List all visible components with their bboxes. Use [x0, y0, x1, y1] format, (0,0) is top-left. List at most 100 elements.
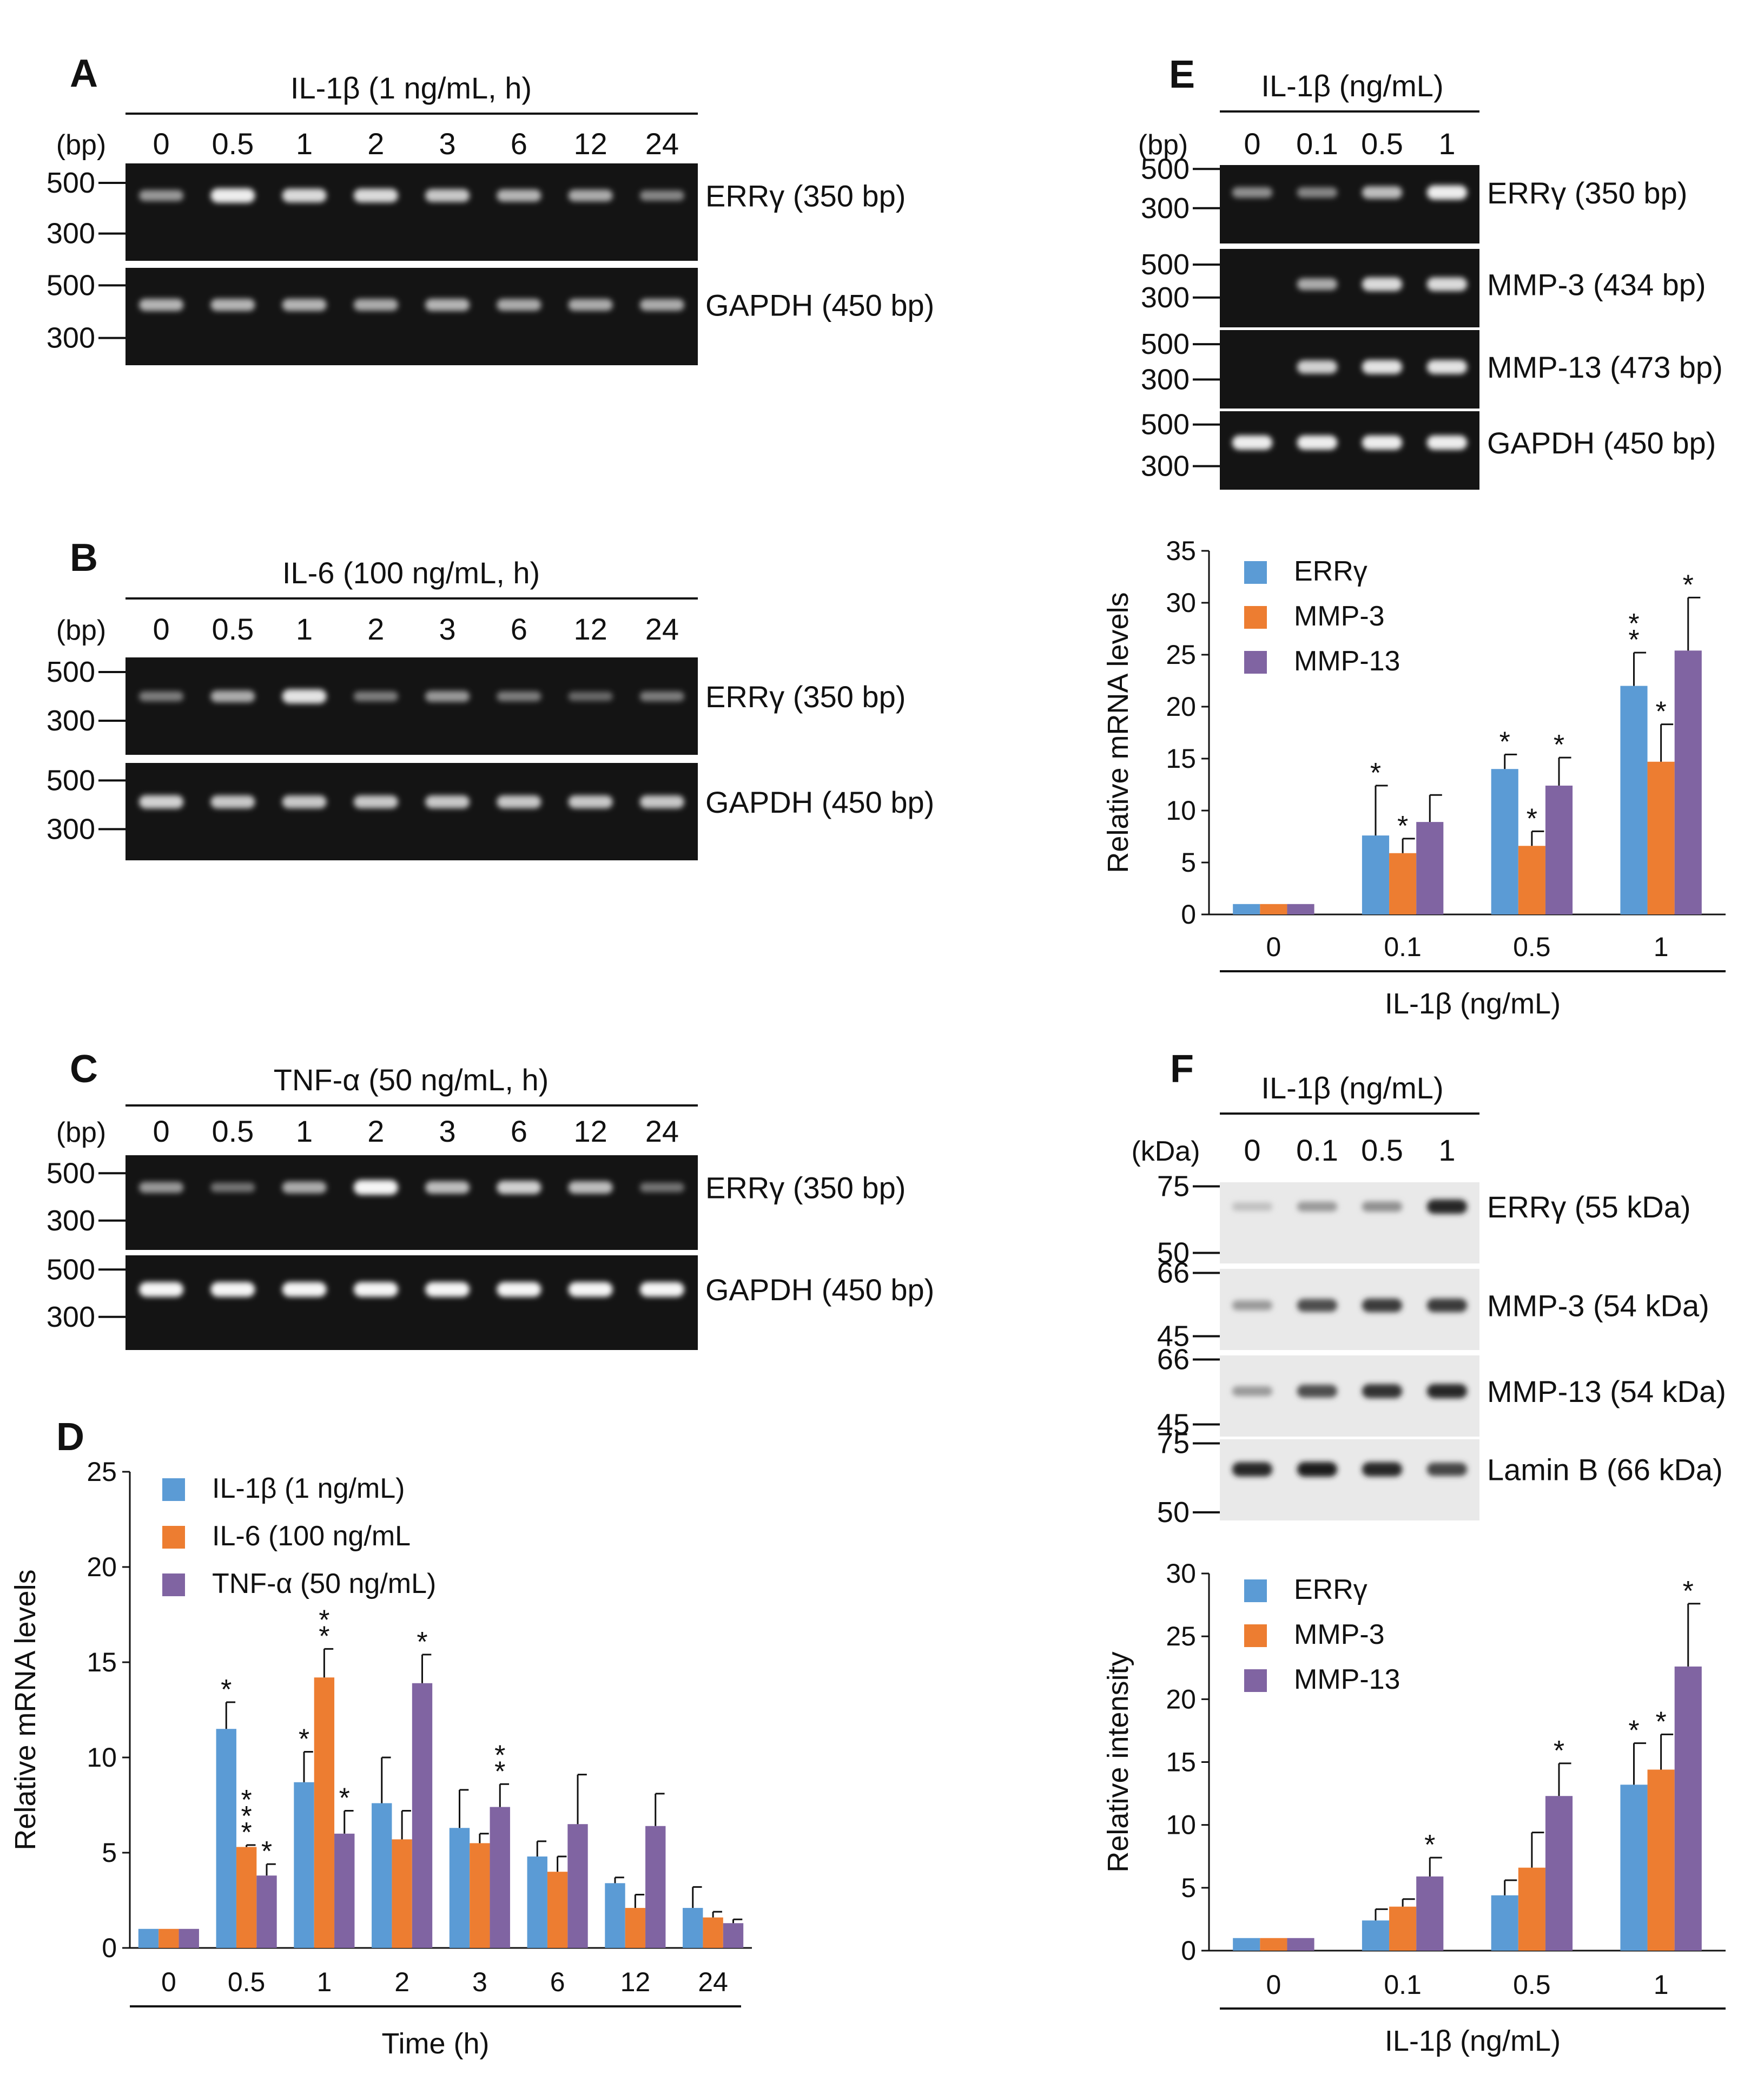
significance-star: * [241, 1785, 252, 1816]
marker-label: 45 [1157, 1408, 1190, 1441]
band [497, 299, 541, 311]
marker-label: 66 [1157, 1257, 1190, 1289]
y-tick-label: 10 [1166, 1810, 1196, 1840]
lane-label: 3 [439, 127, 456, 161]
legend-swatch [162, 1526, 185, 1549]
lane-label: 0.1 [1296, 127, 1338, 161]
band [353, 188, 398, 202]
lane-label: 12 [573, 1114, 607, 1148]
lane-label: 12 [573, 127, 607, 161]
legend-label: MMP-3 [1294, 1619, 1385, 1650]
band [1362, 1462, 1403, 1477]
y-tick-label: 30 [1166, 1558, 1196, 1589]
band-label: MMP-13 (54 kDa) [1487, 1374, 1726, 1408]
lane-label: 2 [367, 127, 384, 161]
band-label: ERRγ (55 kDa) [1487, 1190, 1691, 1224]
bar [1674, 650, 1702, 914]
band-label: MMP-3 (54 kDa) [1487, 1289, 1709, 1323]
legend-swatch [1244, 1579, 1267, 1602]
band [568, 189, 613, 202]
band [353, 691, 398, 702]
legend-label: ERRγ [1294, 556, 1367, 587]
panel-b: B IL-6 (100 ng/mL, h)(bp) 0 0.5 1 2 3 6 12 24ERRγ… [47, 536, 934, 860]
y-tick-label: 5 [102, 1838, 117, 1868]
band [639, 1182, 684, 1193]
band [568, 795, 613, 808]
y-tick-label: 20 [87, 1552, 117, 1582]
size-unit: (bp) [56, 129, 106, 161]
gel-background [1220, 165, 1479, 243]
lane-label: 1 [296, 1114, 313, 1148]
band [1232, 435, 1273, 450]
marker-label: 300 [47, 218, 95, 250]
y-tick-label: 15 [1166, 1747, 1196, 1777]
marker-label: 500 [47, 167, 95, 199]
bar-chart-f: 0 5 10 15 20 25 30 Relative intensity 0 0.1 0.5 1 IL… [1102, 1558, 1726, 2057]
band [425, 795, 470, 808]
band [568, 1282, 613, 1297]
band [1232, 1300, 1273, 1311]
band-label: ERRγ (350 bp) [705, 1171, 906, 1205]
legend-label: IL-1β (1 ng/mL) [212, 1473, 405, 1504]
legend-swatch [1244, 1669, 1267, 1692]
legend-swatch [1244, 1624, 1267, 1647]
y-tick-label: 0 [102, 1933, 117, 1963]
bar [490, 1807, 510, 1948]
legend-label: TNF-α (50 ng/mL) [212, 1568, 436, 1599]
bar [236, 1847, 257, 1948]
bar [314, 1677, 335, 1948]
band [1426, 435, 1468, 450]
x-tick-label: 24 [698, 1967, 728, 1997]
bar [1233, 904, 1260, 914]
y-tick-label: 30 [1166, 588, 1196, 618]
band [282, 1282, 327, 1297]
x-tick-label: 1 [1654, 1970, 1669, 2000]
y-tick-label: 20 [1166, 1684, 1196, 1714]
gel-background [125, 657, 698, 755]
marker-label: 300 [1141, 281, 1190, 314]
band [1232, 187, 1273, 198]
marker-label: 75 [1157, 1170, 1190, 1203]
significance-star: * [1554, 729, 1564, 761]
bar [1491, 1895, 1518, 1951]
band [353, 795, 398, 808]
bar [1491, 769, 1518, 914]
y-tick-label: 10 [1166, 795, 1196, 826]
bar [605, 1883, 625, 1948]
legend-label: ERRγ [1294, 1574, 1367, 1605]
band [1362, 435, 1403, 450]
bar [334, 1833, 355, 1948]
significance-star: * [1683, 1576, 1694, 1607]
significance-star: * [494, 1740, 505, 1771]
bar [567, 1824, 588, 1948]
band [139, 1282, 184, 1297]
significance-star: * [339, 1783, 350, 1814]
bar [1620, 686, 1648, 914]
x-tick-label: 1 [316, 1967, 332, 1997]
panel-header: TNF-α (50 ng/mL, h) [274, 1063, 549, 1097]
marker-label: 50 [1157, 1496, 1190, 1529]
y-tick-label: 25 [1166, 1621, 1196, 1651]
lane-label: 6 [511, 127, 527, 161]
band [210, 188, 255, 203]
band [425, 1282, 470, 1297]
significance-star: * [1628, 1715, 1639, 1747]
bar [412, 1683, 433, 1948]
bar [547, 1872, 568, 1948]
band [282, 689, 327, 703]
lane-label: 3 [439, 1114, 456, 1148]
band [210, 1182, 255, 1193]
x-tick-label: 0 [1266, 1970, 1281, 2000]
x-tick-label: 1 [1654, 932, 1669, 962]
y-tick-label: 20 [1166, 692, 1196, 722]
bar [449, 1828, 470, 1948]
x-axis-title: IL-1β (ng/mL) [1385, 2025, 1561, 2057]
panel-header: IL-1β (ng/mL) [1261, 69, 1443, 103]
gel: ERRγ (350 bp) 500 300 [47, 1155, 906, 1250]
bar [179, 1928, 199, 1948]
significance-star: * [1628, 608, 1639, 640]
gel-background [125, 268, 698, 365]
